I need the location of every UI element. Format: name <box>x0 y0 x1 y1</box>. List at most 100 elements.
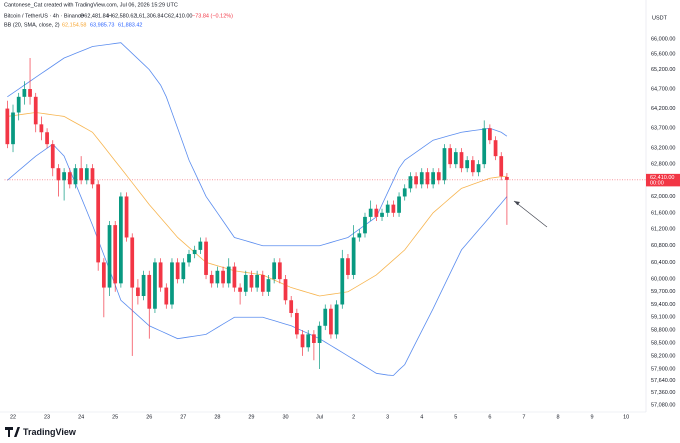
candle-body <box>192 249 197 255</box>
countdown: 00:00 <box>650 181 664 187</box>
candle-body <box>226 266 231 284</box>
candle-body <box>414 176 418 185</box>
candle-body <box>187 254 191 263</box>
candle-body <box>334 304 339 335</box>
candle-body <box>312 334 316 343</box>
candle-body <box>300 334 305 348</box>
candle-body <box>294 312 299 335</box>
candle-body <box>351 237 356 275</box>
y-tick-label: 58,500.00 <box>651 340 675 346</box>
candle-body <box>101 262 106 288</box>
candle-body <box>124 196 129 238</box>
candle-body <box>84 168 89 181</box>
y-tick-label: 64,200.00 <box>651 106 675 112</box>
y-tick-label: 62,800.00 <box>651 162 675 168</box>
ohlc-high: H62,580.62 <box>108 13 136 19</box>
candle-body <box>136 287 140 297</box>
y-tick-label: 62,000.00 <box>651 194 675 200</box>
candle-body <box>363 216 367 234</box>
x-tick-label: 28 <box>214 414 220 420</box>
y-tick-label: 57,640.00 <box>651 378 675 384</box>
candle-body <box>45 132 49 145</box>
y-tick-label: 63,700.00 <box>651 126 675 132</box>
candle-body <box>147 274 152 309</box>
candle-body <box>11 112 15 145</box>
x-tick-label: 24 <box>78 414 84 420</box>
candle-body <box>431 172 435 185</box>
candle-body <box>425 172 430 185</box>
y-tick-label: 58,800.00 <box>651 328 675 334</box>
candle-body <box>79 168 84 181</box>
y-tick-label: 59,100.00 <box>651 315 675 321</box>
x-tick-label: 23 <box>44 414 50 420</box>
candle-body <box>113 225 118 284</box>
candle-body <box>33 96 38 125</box>
candle-body <box>391 204 396 213</box>
candle-body <box>96 184 101 263</box>
ohlc-open: O62,481.84 <box>80 13 109 19</box>
candle-body <box>249 274 254 288</box>
y-tick-label: 63,200.00 <box>651 146 675 152</box>
candle-body <box>232 266 237 288</box>
candle-body <box>107 225 112 288</box>
last-price-box <box>646 173 680 187</box>
symbol: Bitcoin / TetherUS · 4h · Binance <box>4 13 84 19</box>
candle-body <box>28 89 32 97</box>
y-tick-label: 57,900.00 <box>651 366 675 372</box>
candle-body <box>90 168 95 185</box>
logo: TradingView <box>5 427 77 437</box>
candle-body <box>448 148 453 165</box>
candle-body <box>158 262 163 288</box>
candle-body <box>119 196 123 284</box>
candle-body <box>402 188 407 197</box>
candle-body <box>181 262 186 280</box>
candle-body <box>56 168 61 181</box>
candle-body <box>209 274 214 284</box>
x-tick-label: 26 <box>146 414 152 420</box>
candle-body <box>453 152 458 165</box>
candle-body <box>255 274 259 288</box>
watermark: Cantonese_Cat created with TradingView.c… <box>4 2 178 8</box>
candle-body <box>221 270 225 284</box>
y-tick-label: 65,200.00 <box>651 67 675 73</box>
brand: TradingView <box>23 427 77 437</box>
annotation-arrow <box>513 200 548 228</box>
candle-body <box>408 176 413 189</box>
candle-body <box>5 108 10 145</box>
y-tick-label: 60,400.00 <box>651 260 675 266</box>
candle-body <box>493 140 498 157</box>
candle-body <box>374 208 379 217</box>
candle-body <box>442 148 447 181</box>
x-tick-label: 2 <box>352 414 355 420</box>
candle-body <box>277 262 282 280</box>
candle-body <box>238 287 242 292</box>
candle-body <box>323 308 328 326</box>
candle-body <box>482 128 487 165</box>
candle-body <box>170 262 174 305</box>
candle-body <box>164 287 169 305</box>
x-tick-label: 10 <box>623 414 629 420</box>
candle-body <box>368 208 373 217</box>
x-tick-label: 9 <box>591 414 594 420</box>
x-tick-label: 7 <box>522 414 525 420</box>
x-tick-label: 22 <box>10 414 16 420</box>
candle-body <box>50 144 55 169</box>
candle-body <box>357 233 362 238</box>
y-tick-label: 61,200.00 <box>651 227 675 233</box>
band-line <box>7 42 508 247</box>
x-tick-label: 25 <box>112 414 118 420</box>
y-tick-label: 57,080.00 <box>651 402 675 408</box>
x-tick-label: 3 <box>386 414 389 420</box>
candle-body <box>397 196 401 213</box>
candle-body <box>488 128 492 141</box>
y-tick-label: 64,700.00 <box>651 86 675 92</box>
candle-body <box>283 279 288 301</box>
y-tick-label: 57,360.00 <box>651 390 675 396</box>
candle-body <box>459 152 464 169</box>
candle-body <box>499 156 504 177</box>
x-tick-label: Jul <box>316 414 323 420</box>
candle-body <box>317 325 322 343</box>
x-tick-label: 4 <box>420 414 423 420</box>
candle-body <box>272 262 277 280</box>
